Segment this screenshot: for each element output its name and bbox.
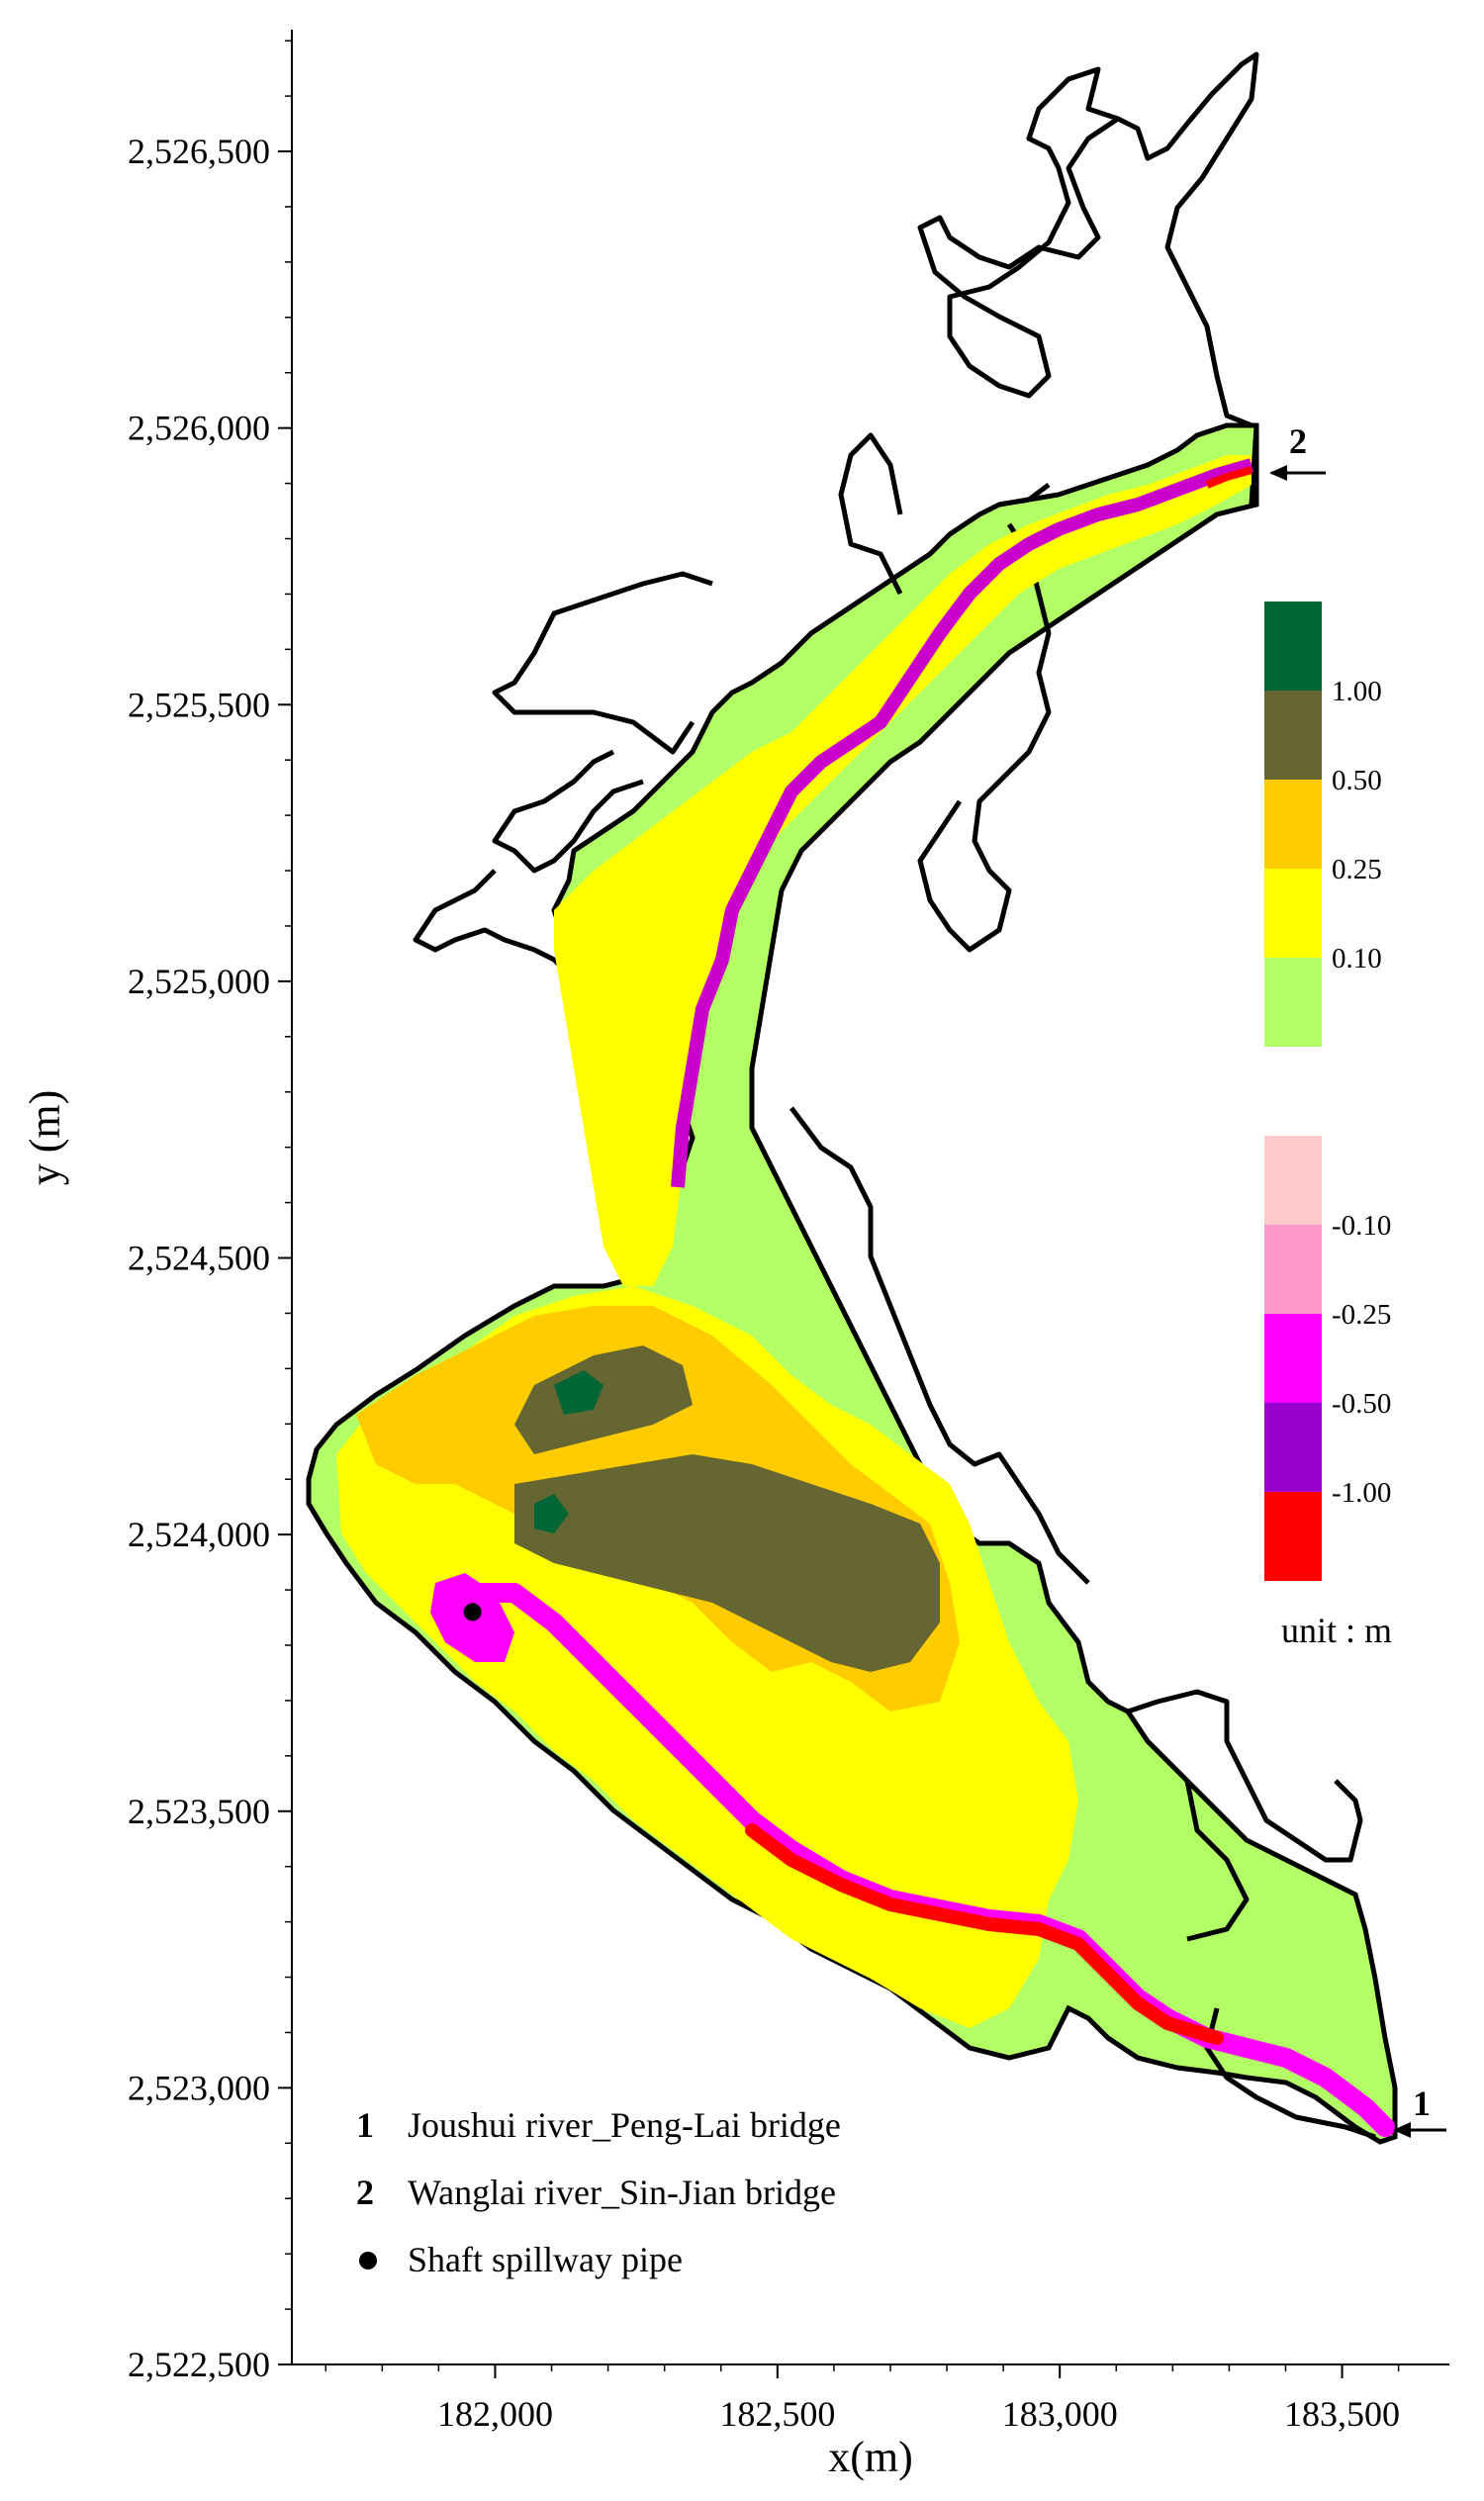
- zone-green-1: [554, 1370, 603, 1415]
- legend-label: -1.00: [1332, 1477, 1391, 1509]
- y-tick-label: 2,525,500: [128, 685, 270, 724]
- bridge-2-arrow-icon: 2: [1269, 421, 1326, 481]
- reservoir-arms: [413, 51, 1376, 2140]
- legend-swatch: [1264, 602, 1322, 691]
- zone-olive-2: [514, 1454, 940, 1672]
- legend-swatch: [1264, 1225, 1322, 1314]
- legend-label: -0.25: [1332, 1299, 1391, 1331]
- legend-positive: 1.00 0.50 0.25 0.10: [1264, 602, 1382, 1047]
- y-tick-label: 2,523,500: [128, 1792, 270, 1831]
- annotation-1-text: Joushui river_Peng-Lai bridge: [408, 2105, 841, 2145]
- y-tick-label: 2,525,000: [128, 962, 270, 1001]
- bridge-1-label: 1: [1413, 2084, 1431, 2123]
- legend-swatch: [1264, 1492, 1322, 1581]
- legend-swatch: [1264, 1403, 1322, 1492]
- legend-label: 1.00: [1332, 676, 1382, 707]
- zone-lower-channel-red: [745, 1823, 1224, 2045]
- y-axis-ticks: 2,522,500 2,523,000 2,523,500 2,524,000 2,52…: [128, 40, 292, 2384]
- legend-negative: -0.10 -0.25 -0.50 -1.00: [1264, 1136, 1391, 1581]
- bridge-2-label: 2: [1289, 421, 1307, 461]
- legend-label: 0.10: [1332, 943, 1382, 974]
- legend-label: 0.50: [1332, 765, 1382, 796]
- zone-green-2: [534, 1494, 569, 1533]
- upper-channel-arm: [998, 424, 1259, 508]
- legend-label: -0.50: [1332, 1388, 1391, 1420]
- annotation-2-number: 2: [356, 2173, 374, 2212]
- legend-swatch: [1264, 869, 1322, 958]
- x-tick-label: 183,500: [1284, 2394, 1400, 2434]
- y-axis-title: y (m): [21, 1090, 69, 1186]
- legend-unit-label: unit : m: [1281, 1611, 1392, 1650]
- annotation-2-text: Wanglai river_Sin-Jian bridge: [408, 2173, 836, 2212]
- zone-olive-1: [514, 1345, 693, 1454]
- y-tick-label: 2,526,500: [128, 132, 270, 171]
- reservoir-map: [306, 51, 1398, 2145]
- legend-label: 0.25: [1332, 854, 1382, 885]
- legend-swatch: [1264, 1136, 1322, 1225]
- annotation-list: 1 Joushui river_Peng-Lai bridge 2 Wangla…: [356, 2105, 841, 2279]
- x-tick-label: 182,500: [719, 2394, 835, 2434]
- x-tick-label: 182,000: [437, 2394, 553, 2434]
- y-tick-label: 2,523,000: [128, 2068, 270, 2107]
- legend-label: -0.10: [1332, 1210, 1391, 1242]
- bridge-arrows: 1 2: [1269, 421, 1446, 2138]
- x-axis-ticks: 182,000 182,500 183,000 183,500: [325, 2364, 1400, 2434]
- legend-swatch: [1264, 958, 1322, 1047]
- legend-swatch: [1264, 780, 1322, 869]
- y-tick-label: 2,524,500: [128, 1239, 270, 1278]
- x-axis-title: x(m): [828, 2433, 913, 2481]
- plot-frame: [291, 30, 1449, 2365]
- zone-upper-channel-magenta: [671, 458, 1253, 1188]
- annotation-3-text: Shaft spillway pipe: [408, 2240, 683, 2279]
- zone-upper-channel-yellow: [554, 455, 1252, 1286]
- zone-upper-channel-red: [1205, 466, 1253, 489]
- legend-swatch: [1264, 1314, 1322, 1403]
- shaft-spillway-dot-icon: [359, 2252, 377, 2269]
- shaft-spillway-marker: [463, 1603, 482, 1621]
- y-tick-label: 2,524,000: [128, 1515, 270, 1554]
- annotation-1-number: 1: [356, 2105, 374, 2145]
- y-tick-label: 2,526,000: [128, 409, 270, 448]
- markers: [463, 1603, 482, 1621]
- y-tick-label: 2,522,500: [128, 2345, 270, 2384]
- x-tick-label: 183,000: [1002, 2394, 1118, 2434]
- bridge-1-arrow-icon: 1: [1393, 2084, 1446, 2138]
- legend-swatch: [1264, 691, 1322, 780]
